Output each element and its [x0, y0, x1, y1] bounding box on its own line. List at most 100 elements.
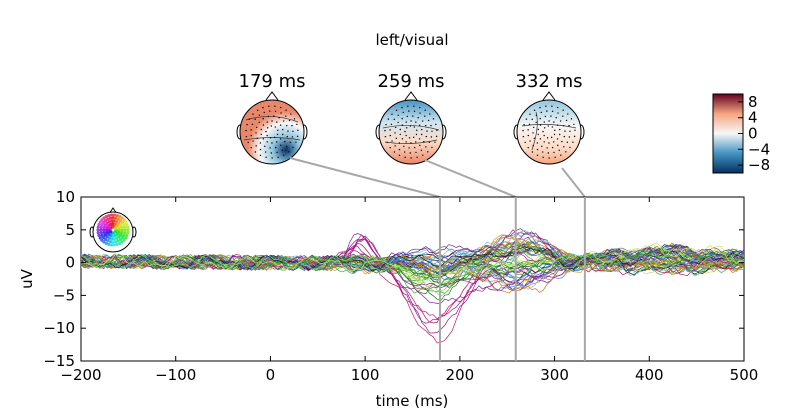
- sensor-dot: [405, 134, 407, 137]
- inset-sensor-dot: [99, 231, 103, 235]
- sensor-dot: [563, 135, 566, 138]
- sensor-dot: [428, 141, 431, 143]
- sensor-dot: [535, 114, 537, 116]
- inset-sensor-dot: [114, 240, 118, 244]
- sensor-dot: [292, 130, 294, 132]
- sensor-dot: [296, 135, 299, 138]
- sensor-dot: [408, 110, 410, 112]
- inset-sensor-dot: [124, 220, 128, 224]
- inset-sensor-dot: [99, 228, 103, 232]
- sensor-dot: [548, 120, 550, 122]
- colorbar-tick-label: −4: [748, 140, 770, 158]
- inset-sensor-dot: [123, 225, 127, 229]
- sensor-dot: [287, 130, 289, 132]
- sensor-dot: [391, 140, 393, 142]
- sensor-dot: [554, 129, 556, 132]
- y-tick-label: −5: [53, 286, 75, 304]
- sensor-dot: [548, 157, 550, 159]
- sensor-dot: [573, 123, 575, 126]
- sensor-dot: [403, 151, 406, 153]
- sensor-dot: [415, 141, 417, 143]
- inset-sensor-dot: [126, 225, 130, 229]
- inset-sensor-dot: [110, 219, 114, 223]
- sensor-dot: [557, 112, 559, 114]
- sensor-dot: [262, 117, 264, 120]
- sensor-dot: [532, 132, 534, 134]
- sensor-dot: [424, 115, 426, 117]
- sensor-dot: [271, 142, 273, 144]
- sensor-dot: [545, 105, 547, 107]
- channel-traces: [81, 228, 744, 344]
- sensor-dot: [277, 129, 279, 132]
- sensor-dot: [394, 132, 396, 134]
- sensor-dot: [260, 128, 262, 131]
- sensor-dot: [291, 136, 294, 138]
- inset-sensor-dot: [96, 231, 100, 235]
- sensor-dot: [262, 138, 265, 140]
- inset-sensor-dot: [108, 240, 112, 244]
- sensor-dot: [384, 135, 387, 138]
- inset-sensor-dot: [116, 239, 120, 243]
- sensor-dot: [554, 156, 556, 158]
- sensor-dot: [406, 115, 409, 118]
- sensor-dot: [399, 128, 401, 131]
- topomap-label-2: 259 ms: [378, 71, 445, 92]
- inset-sensor-dot: [98, 220, 102, 224]
- inset-sensor-dot: [122, 218, 126, 222]
- inset-sensor-dot: [111, 216, 115, 220]
- inset-sensor-dot: [106, 239, 110, 243]
- sensor-dot: [389, 129, 391, 131]
- sensor-dot: [542, 130, 544, 133]
- sensor-dot: [547, 125, 550, 127]
- sensor-dot: [531, 118, 533, 121]
- sensor-dot: [288, 151, 290, 153]
- sensor-dot: [387, 118, 390, 120]
- sensor-dot: [531, 151, 534, 153]
- sensor-dot: [297, 129, 299, 132]
- inset-sensor-dot: [100, 238, 104, 242]
- inset-sensor-dot: [116, 217, 120, 221]
- sensor-dot: [291, 124, 293, 127]
- sensor-dot: [296, 123, 298, 126]
- sensor-dot: [553, 133, 556, 136]
- topomap-connector: [289, 157, 441, 198]
- sensor-dot: [417, 117, 419, 119]
- sensor-dot: [279, 138, 282, 140]
- sensor-dot: [430, 136, 433, 138]
- sensor-dot: [557, 106, 559, 109]
- x-tick-label: 200: [446, 366, 475, 384]
- sensor-dot: [543, 134, 545, 137]
- inset-sensor-dot: [96, 225, 100, 229]
- inset-sensor-dot: [126, 228, 130, 232]
- sensor-dot: [425, 135, 428, 138]
- sensor-dot: [386, 141, 388, 144]
- sensor-dot: [413, 110, 416, 113]
- sensor-dot: [533, 137, 536, 140]
- sensor-dot: [413, 126, 416, 128]
- sensor-dot: [393, 118, 395, 121]
- sensor-dot: [559, 133, 561, 136]
- sensor-dot: [419, 112, 421, 114]
- sensor-dot: [284, 140, 286, 143]
- inset-sensor-dot: [122, 223, 126, 227]
- sensor-dot: [537, 133, 539, 136]
- topomap-259ms: [375, 91, 447, 165]
- sensor-dot: [539, 138, 542, 140]
- sensor-dot: [430, 124, 432, 127]
- sensor-dot: [405, 121, 407, 123]
- sensor-dot: [532, 145, 534, 147]
- inset-sensor-dot: [120, 240, 124, 244]
- sensor-dot: [415, 151, 417, 154]
- inset-sensor-dot: [112, 219, 116, 223]
- y-tick-label: −15: [43, 352, 75, 370]
- sensor-dot: [255, 145, 257, 147]
- sensor-dot: [246, 123, 248, 126]
- sensor-dot: [561, 140, 563, 143]
- sensor-dot: [523, 123, 525, 126]
- colorbar-tick-label: 0: [748, 125, 758, 143]
- sensor-dot: [564, 130, 566, 132]
- inset-sensor-dot: [114, 216, 118, 220]
- channel-trace: [81, 241, 744, 281]
- sensor-dot: [548, 142, 550, 144]
